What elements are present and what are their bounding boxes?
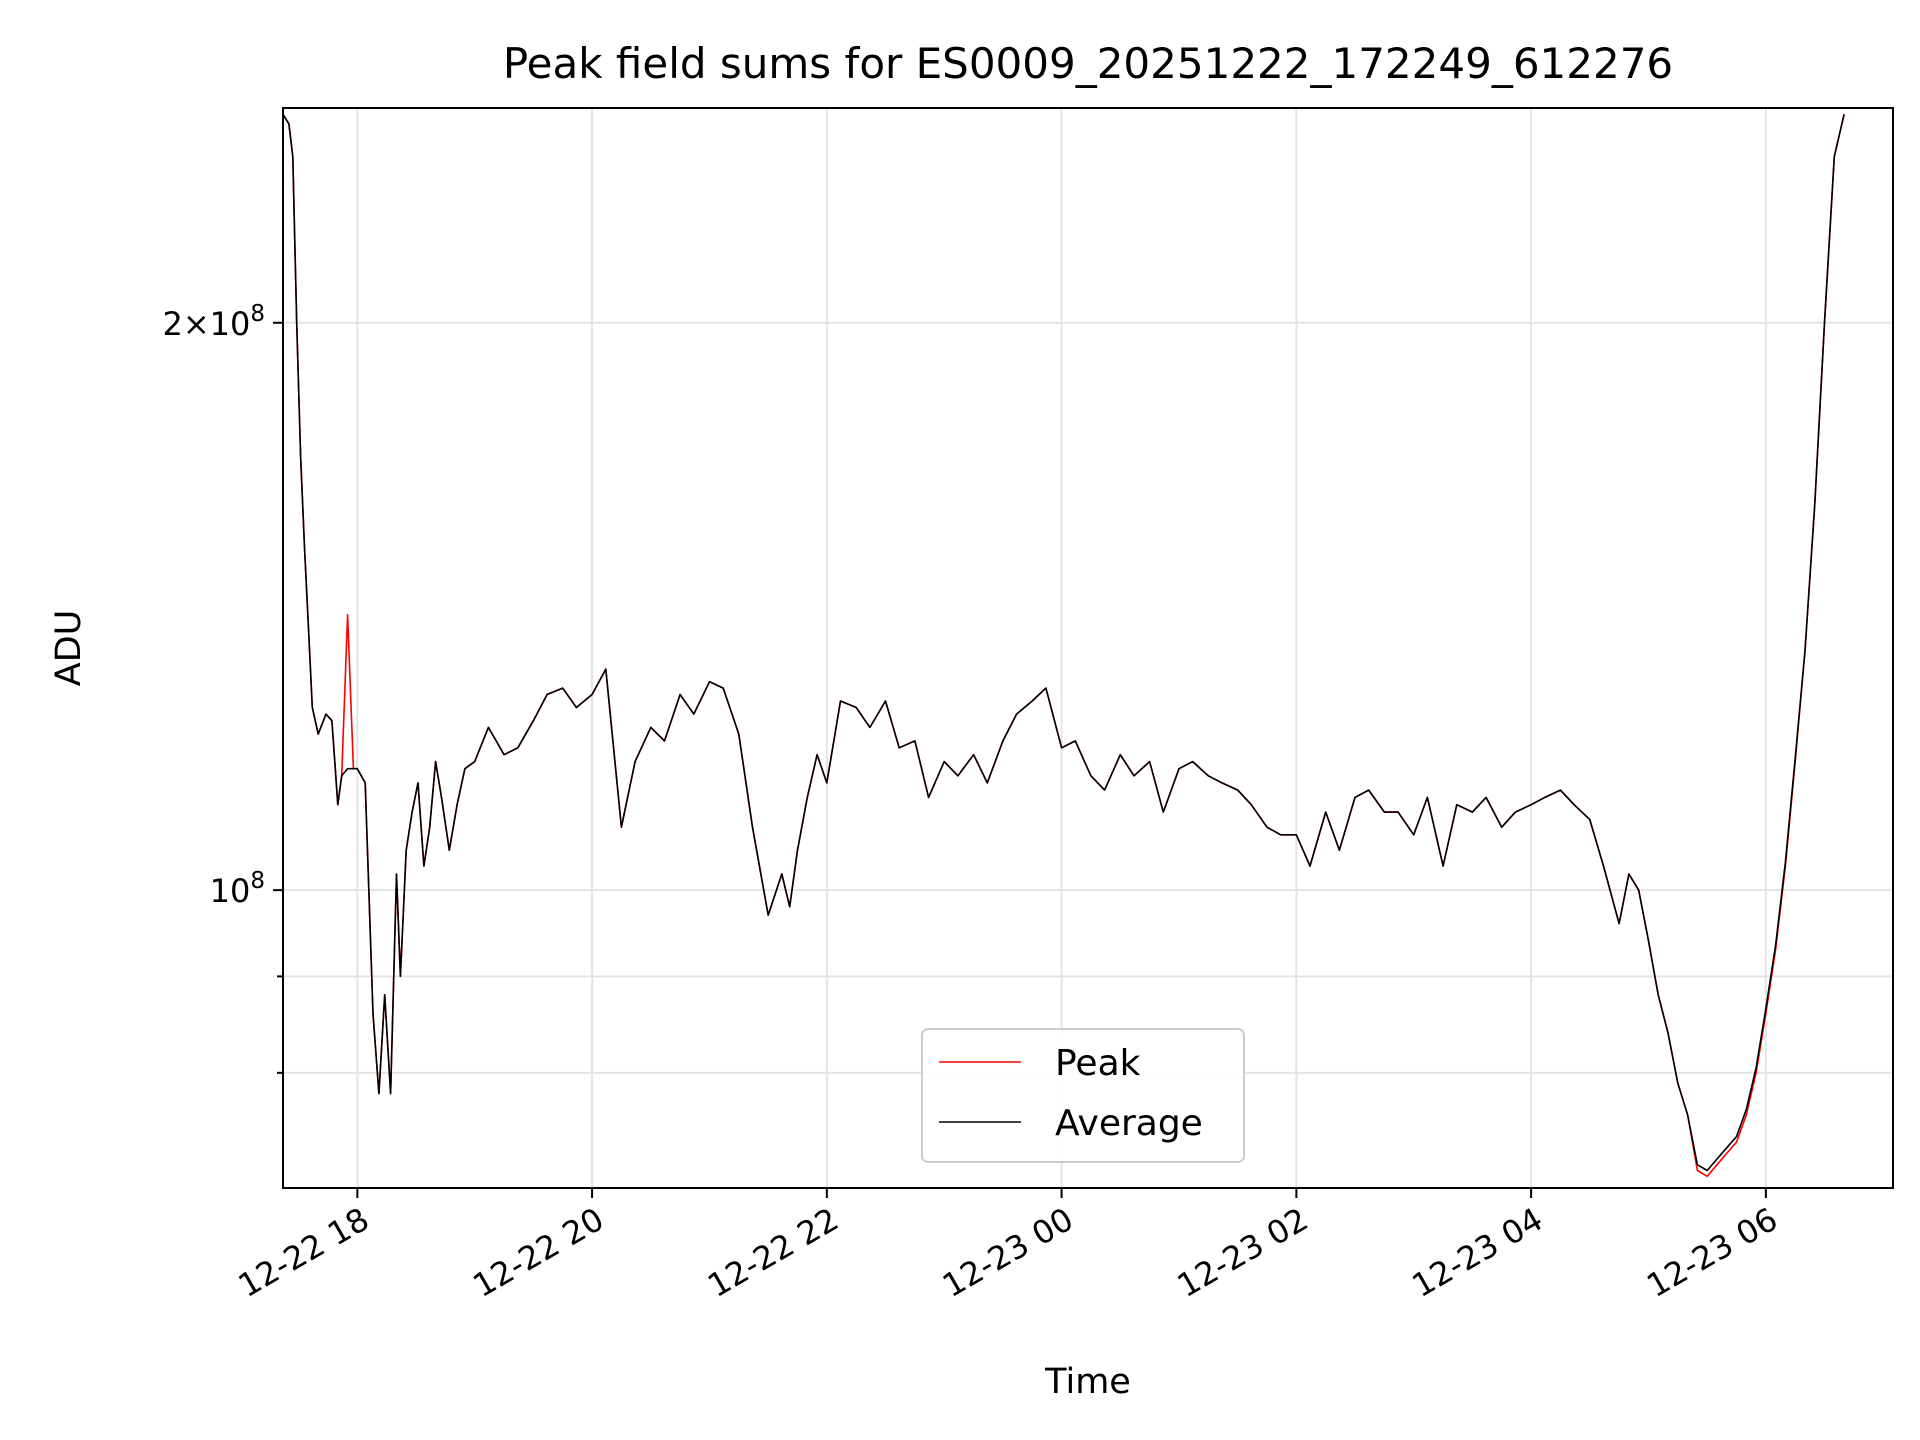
- y-tick-label: 108: [210, 868, 265, 910]
- legend: Peak Average: [921, 1028, 1245, 1163]
- series-layer: [282, 113, 1845, 1178]
- y-axis-label: ADU: [49, 610, 89, 687]
- chart-title: Peak field sums for ES0009_20251222_1722…: [503, 39, 1673, 88]
- plot-frame: [282, 107, 1894, 1189]
- legend-label-average: Average: [1055, 1103, 1203, 1144]
- legend-label-peak: Peak: [1055, 1043, 1141, 1084]
- grid: [283, 108, 1893, 1188]
- y-tick-label: 2×108: [162, 301, 265, 343]
- y-axis: 108 2×108: [162, 301, 283, 1074]
- x-axis-label: Time: [1044, 1362, 1131, 1402]
- series-line-average: [282, 113, 1845, 1172]
